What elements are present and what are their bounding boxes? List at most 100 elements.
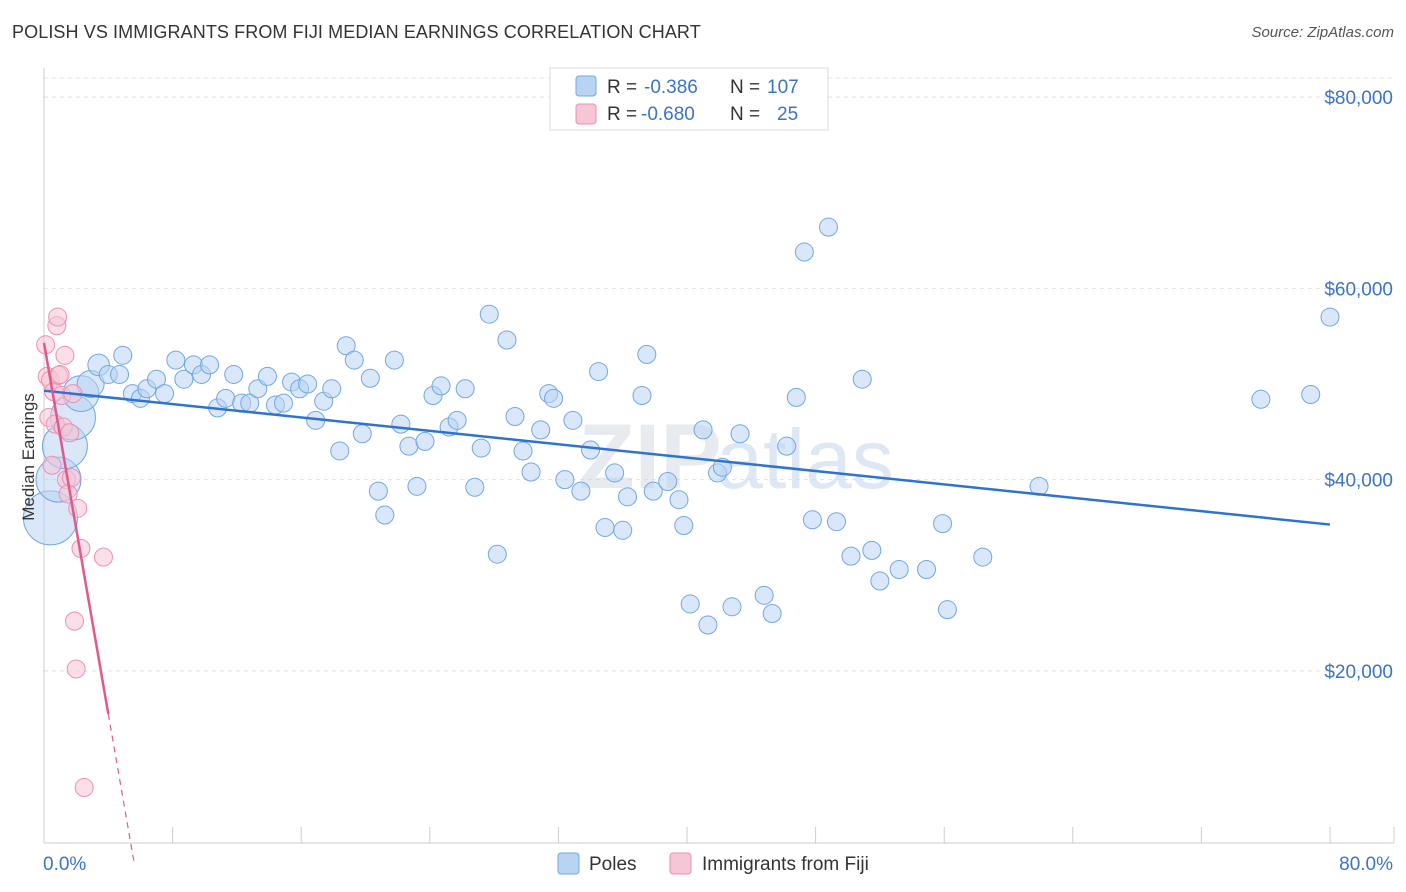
series-legend-swatch-fiji: [669, 852, 692, 875]
poles-point-95: [862, 540, 882, 560]
poles-point-58: [513, 441, 533, 461]
grid-lines: [44, 77, 1394, 672]
y-tick-label-2: $60,000: [1324, 279, 1393, 300]
legend-r-label-fiji: R =: [607, 104, 637, 125]
poles-point-93: [841, 546, 861, 566]
poles-point-78: [680, 594, 700, 614]
y-tick-label-0: $20,000: [1324, 662, 1393, 683]
fiji-point-13: [55, 345, 75, 365]
legend-n-label-poles: N =: [730, 77, 760, 98]
poles-point-53: [471, 438, 491, 458]
y-tick-labels: $20,000 $40,000 $60,000 $80,000: [1324, 88, 1393, 683]
fiji-point-8: [48, 307, 68, 327]
poles-point-88: [786, 387, 806, 407]
poles-point-68: [595, 517, 615, 537]
poles-point-14: [155, 384, 175, 404]
poles-point-44: [399, 436, 419, 456]
y-tick-label-3: $80,000: [1324, 88, 1393, 109]
poles-point-9: [113, 345, 133, 365]
poles-point-8: [110, 364, 130, 384]
poles-point-86: [762, 604, 782, 623]
poles-point-60: [531, 420, 551, 440]
poles-point-40: [368, 481, 388, 501]
series-legend: Poles Immigrants from Fiji: [557, 852, 869, 875]
poles-point-38: [352, 424, 372, 444]
poles-point-64: [563, 410, 583, 430]
poles-point-98: [917, 560, 937, 580]
poles-point-85: [754, 585, 774, 605]
legend-r-label-poles: R =: [607, 77, 637, 98]
x-tick-labels: 0.0% 80.0%: [43, 854, 1393, 875]
poles-point-70: [613, 520, 633, 540]
poles-point-97: [889, 560, 909, 580]
legend-swatch-fiji: [575, 103, 597, 125]
poles-point-13: [147, 369, 167, 389]
poles-point-50: [447, 410, 467, 430]
y-tick-label-1: $40,000: [1324, 471, 1393, 492]
fiji-point-18: [65, 611, 85, 631]
poles-point-26: [257, 366, 277, 386]
legend-swatch-poles: [575, 75, 597, 97]
legend-r-value-fiji: -0.680: [641, 104, 695, 125]
poles-point-65: [571, 481, 591, 501]
fiji-point-22: [74, 778, 94, 798]
poles-point-63: [555, 470, 575, 490]
poles-point-73: [637, 344, 657, 364]
fiji-point-24: [60, 423, 80, 443]
trend-line-1: [42, 342, 110, 715]
poles-point-67: [589, 362, 609, 382]
poles-point-21: [216, 388, 236, 408]
poles-point-77: [674, 516, 694, 536]
poles-point-66: [581, 440, 601, 460]
poles-point-35: [330, 441, 350, 461]
poles-point-84: [730, 424, 750, 444]
series-legend-swatch-poles: [557, 852, 580, 875]
poles-point-56: [497, 330, 517, 350]
fiji-point-19: [66, 659, 86, 679]
poles-point-99: [933, 514, 953, 534]
poles-point-83: [722, 597, 742, 617]
poles-point-59: [521, 462, 541, 482]
legend-n-label-fiji: N =: [730, 104, 760, 125]
poles-point-87: [777, 436, 797, 456]
fiji-point-10: [50, 364, 70, 384]
poles-point-54: [479, 304, 499, 324]
poles-point-75: [658, 472, 678, 492]
poles-point-90: [802, 510, 822, 530]
poles-point-39: [360, 368, 380, 388]
poles-point-46: [415, 431, 435, 451]
chart-title: POLISH VS IMMIGRANTS FROM FIJI MEDIAN EA…: [12, 22, 701, 42]
poles-point-71: [618, 487, 638, 507]
poles-point-91: [818, 217, 838, 237]
poles-point-41: [375, 505, 395, 525]
trend-line-0: [43, 389, 1331, 526]
poles-point-94: [852, 369, 872, 389]
poles-points: [22, 217, 1340, 635]
series-legend-label-fiji: Immigrants from Fiji: [702, 854, 869, 875]
poles-point-57: [505, 407, 525, 427]
poles-point-52: [465, 477, 485, 497]
poles-point-74: [643, 481, 663, 501]
poles-point-92: [826, 512, 846, 532]
poles-point-103: [1251, 389, 1271, 409]
poles-point-80: [698, 615, 718, 635]
correlation-legend: R = -0.386 N = 107 R = -0.680 N = 25: [549, 67, 829, 131]
y-axis-label: Median Earnings: [19, 393, 38, 521]
fiji-point-23: [93, 547, 113, 567]
poles-point-72: [632, 385, 652, 405]
poles-point-36: [336, 336, 356, 356]
fiji-point-4: [42, 455, 62, 475]
poles-point-100: [937, 600, 957, 620]
poles-point-105: [1320, 307, 1340, 327]
series-legend-label-poles: Poles: [589, 854, 637, 875]
poles-point-15: [166, 350, 186, 370]
legend-r-value-poles: -0.386: [644, 77, 698, 98]
poles-point-79: [693, 420, 713, 440]
poles-point-48: [431, 376, 451, 396]
x-tick-label-0: 0.0%: [43, 854, 86, 875]
poles-point-34: [322, 379, 342, 399]
poles-point-89: [794, 242, 814, 262]
source-credit: Source: ZipAtlas.com: [1251, 24, 1394, 41]
poles-point-51: [455, 379, 475, 399]
